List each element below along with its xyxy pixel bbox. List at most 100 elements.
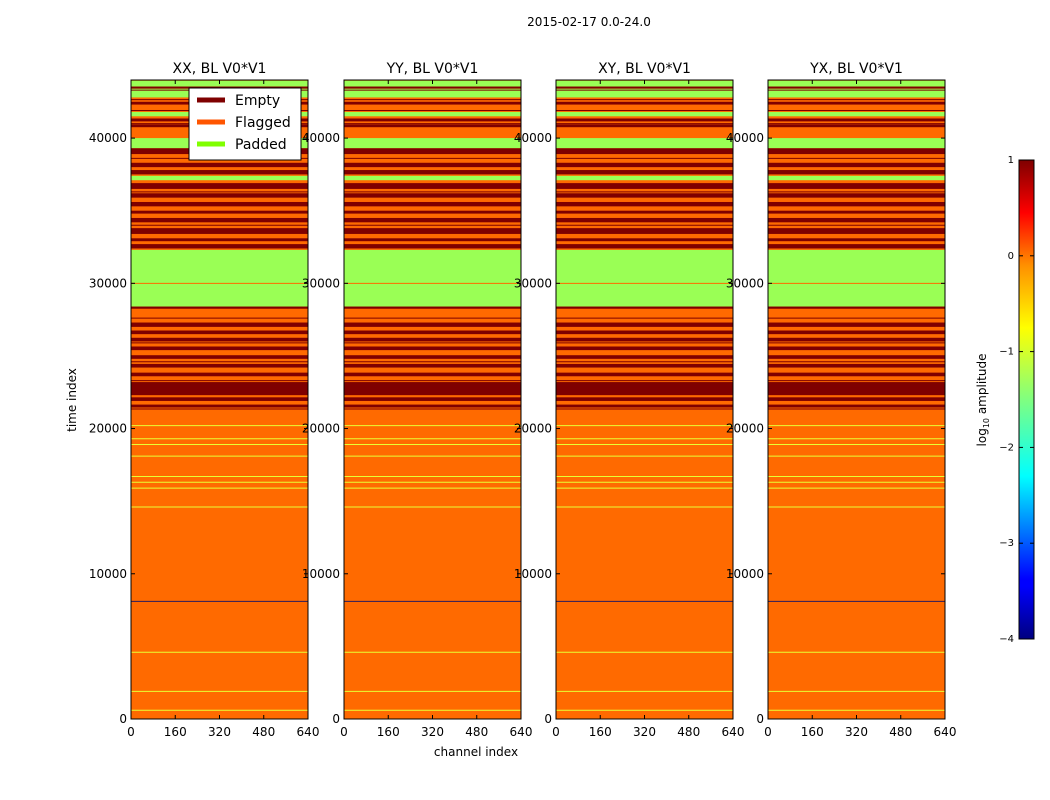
band-empty-27 [344,346,521,351]
band-empty-24 [556,322,733,327]
band-flagged-8 [556,130,733,139]
band-empty-6 [344,118,521,122]
band-flagged-4 [768,104,945,110]
panel-title: XY, BL V0*V1 [598,61,691,77]
x-tick-label: 0 [764,725,772,739]
colorbar-tick-label: 1 [1008,155,1014,166]
y-tick-label: 10000 [726,567,764,581]
x-tick-label: 0 [552,725,560,739]
band-empty-16 [768,201,945,207]
y-tick-label: 30000 [726,276,764,290]
y-tick-label: 10000 [89,567,127,581]
band-empty-31 [131,382,308,396]
band-padded-2 [768,88,945,98]
band-empty-27 [131,346,308,351]
x-tick-label: 640 [297,725,320,739]
band-empty-31 [556,382,733,396]
band-empty-11 [131,162,308,168]
colorbar-tick-label: −2 [999,442,1014,453]
band-empty-29 [768,363,945,368]
band-empty-32 [344,397,521,401]
band-padded-9 [768,138,945,149]
band-empty-25 [131,330,308,335]
band-padded-9 [556,138,733,149]
band-flagged-8 [768,130,945,139]
band-empty-14 [556,183,733,189]
band-empty-10 [556,148,733,155]
band-empty-15 [556,193,733,198]
band-empty-14 [131,183,308,189]
x-tick-label: 480 [465,725,488,739]
band-empty-3 [344,101,521,105]
band-padded-2 [556,88,733,98]
band-padded-22 [768,249,945,307]
band-empty-23 [344,306,521,309]
band-empty-28 [556,355,733,359]
band-empty-16 [556,201,733,207]
band-empty-29 [556,363,733,368]
y-tick-label: 0 [332,712,340,726]
band-empty-17 [556,210,733,214]
band-padded-13 [344,175,521,181]
band-empty-17 [768,210,945,214]
band-empty-16 [344,201,521,207]
colorbar-tick-label: −4 [999,634,1014,645]
y-tick-label: 30000 [89,276,127,290]
band-empty-20 [768,238,945,242]
band-empty-26 [768,337,945,342]
x-tick-label: 320 [845,725,868,739]
y-tick-label: 30000 [302,276,340,290]
band-empty-12 [556,170,733,175]
band-empty-18 [768,217,945,223]
band-empty-10 [768,148,945,155]
y-tick-label: 40000 [726,131,764,145]
band-empty-17 [131,210,308,214]
band-empty-15 [344,193,521,198]
band-empty-27 [556,346,733,351]
panel-title: YY, BL V0*V1 [386,61,479,77]
band-empty-17 [344,210,521,214]
band-empty-11 [344,162,521,168]
y-tick-label: 0 [544,712,552,726]
colorbar-label-prefix: log [975,428,989,446]
band-padded-22 [344,249,521,307]
band-padded-5 [768,111,945,117]
panel-0: XX, BL V0*V1 0 160 320 480 640 0 10000 20000 3000… [89,61,320,739]
colorbar-tick-label: −3 [999,538,1014,549]
band-empty-28 [131,355,308,359]
x-tick-label: 0 [340,725,348,739]
panel-title: XX, BL V0*V1 [173,61,267,77]
band-empty-24 [344,322,521,327]
band-padded-5 [556,111,733,117]
band-empty-23 [768,306,945,309]
y-tick-label: 0 [756,712,764,726]
band-empty-7 [556,124,733,128]
band-empty-30 [344,372,521,377]
figure-suptitle: 2015-02-17 0.0-24.0 [527,15,651,29]
band-empty-30 [556,372,733,377]
band-empty-18 [556,217,733,223]
band-empty-26 [556,337,733,342]
band-empty-19 [768,228,945,234]
legend-label-1: Flagged [235,115,291,131]
heatmap-panels: XX, BL V0*V1 0 160 320 480 640 0 10000 20000 3000… [89,61,957,739]
band-empty-25 [768,330,945,335]
band-empty-33 [131,404,308,408]
x-tick-label: 160 [377,725,400,739]
legend-label-2: Padded [235,137,287,153]
x-tick-label: 640 [722,725,745,739]
y-tick-label: 40000 [302,131,340,145]
band-empty-28 [344,355,521,359]
band-empty-24 [768,322,945,327]
band-empty-19 [344,228,521,234]
band-empty-21 [768,244,945,249]
band-empty-6 [768,118,945,122]
band-flagged-4 [344,104,521,110]
band-empty-7 [768,124,945,128]
legend-label-0: Empty [235,93,280,109]
band-empty-32 [768,397,945,401]
colorbar-bar [1018,159,1035,640]
band-empty-30 [768,372,945,377]
band-flagged-4 [556,104,733,110]
